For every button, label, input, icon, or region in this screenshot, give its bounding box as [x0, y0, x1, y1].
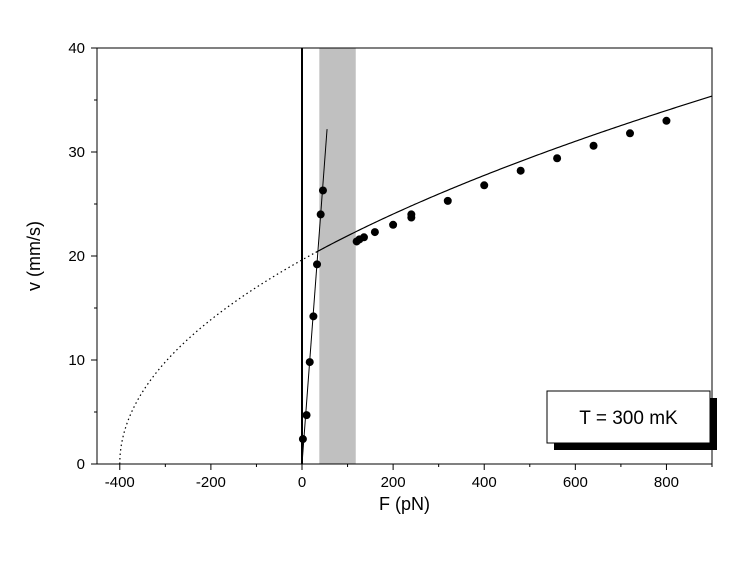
y-tick-label: 0 [77, 456, 85, 473]
y-tick-label: 30 [68, 144, 85, 161]
data-point-s2-11 [589, 141, 598, 150]
x-tick-label: -200 [196, 474, 226, 491]
tick-labels: -400 -200 0 200 400 600 800 0 10 20 30 40 [68, 40, 679, 491]
data-point-s2-8 [480, 181, 489, 190]
data-point-s1-4 [313, 260, 322, 269]
x-axis-title: F (pN) [379, 494, 430, 514]
data-point-s2-10 [553, 154, 562, 163]
x-tick-label: 200 [381, 474, 406, 491]
data-point-s1-2 [305, 358, 314, 367]
y-tick-label: 40 [68, 40, 85, 57]
data-point-s2-4 [389, 220, 398, 229]
data-point-s1-3 [309, 312, 318, 321]
shaded-band [319, 48, 356, 464]
x-tick-label: 400 [472, 474, 497, 491]
data-point-s2-13 [662, 116, 671, 125]
legend-frame [546, 390, 711, 444]
plot-layer [119, 48, 713, 465]
data-point-s2-12 [626, 129, 634, 138]
extrapolation-curve [119, 251, 316, 464]
x-tick-label: 0 [298, 474, 306, 491]
legend-text: T = 300 mK [579, 408, 678, 429]
data-point-s2-6 [407, 210, 416, 219]
legend-box: T = 300 mK [546, 390, 717, 450]
data-point-s2-7 [443, 196, 452, 205]
y-axis-title: v (mm/s) [24, 221, 44, 291]
y-tick-label: 10 [68, 352, 85, 369]
data-point-s1-5 [316, 210, 325, 219]
data-point-s1-0 [298, 435, 307, 444]
linear-fit-line [301, 129, 328, 465]
x-tick-label: 800 [654, 474, 679, 491]
y-tick-label: 20 [68, 248, 85, 265]
data-point-s1-6 [318, 186, 327, 195]
data-point-s2-9 [516, 166, 525, 175]
sqrt-fit-curve [315, 95, 713, 253]
axis-ticks [91, 47, 713, 470]
data-point-s1-1 [302, 411, 311, 420]
data-point-s2-3 [370, 228, 379, 237]
data-point-s2-2 [359, 233, 368, 242]
x-tick-label: -400 [105, 474, 135, 491]
x-tick-label: 600 [563, 474, 588, 491]
